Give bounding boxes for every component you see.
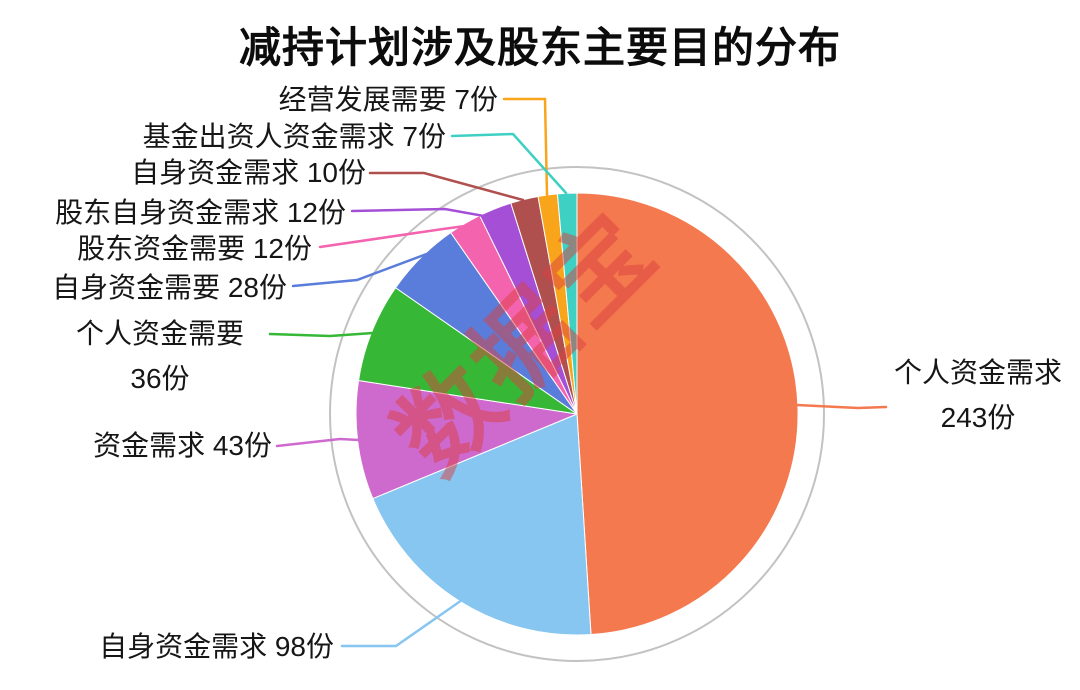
- slice-label-8-line-0: 经营发展需要 7份: [278, 83, 498, 115]
- slice-label-7-line-0: 自身资金需求 10份: [131, 156, 366, 188]
- leader-line-5: [318, 224, 467, 249]
- slice-label-5: 股东资金需要 12份: [77, 226, 312, 271]
- leader-line-6: [350, 207, 514, 223]
- slice-label-0-line-0: 个人资金需求: [893, 356, 1063, 388]
- leader-line-0: [795, 403, 888, 410]
- slice-label-4: 自身资金需要 28份: [52, 265, 287, 310]
- slice-label-9: 基金出资人资金需求 7份: [143, 114, 446, 159]
- slice-label-3-line-0: 个人资金需要: [75, 317, 245, 349]
- slice-label-1: 自身资金需求 98份: [99, 624, 334, 669]
- slice-label-2: 资金需求 43份: [93, 423, 272, 468]
- slice-label-1-line-0: 自身资金需求 98份: [99, 630, 334, 662]
- slice-label-4-line-0: 自身资金需要 28份: [52, 271, 287, 303]
- slice-label-0-line-1: 243份: [940, 401, 1016, 433]
- pie-slice-0: [576, 192, 799, 636]
- slice-label-5-line-0: 股东资金需要 12份: [77, 232, 312, 264]
- outer-ring: [329, 166, 825, 662]
- slice-label-0: 个人资金需求 243份: [894, 350, 1062, 440]
- leader-line-7: [368, 171, 525, 202]
- leader-line-4: [291, 250, 434, 288]
- slice-label-8: 经营发展需要 7份: [279, 77, 498, 122]
- leader-line-3: [268, 331, 375, 338]
- slice-label-9-line-0: 基金出资人资金需求 7份: [142, 120, 446, 152]
- slice-label-6: 股东自身资金需求 12份: [55, 190, 346, 235]
- slice-label-6-line-0: 股东自身资金需求 12份: [55, 196, 346, 228]
- leader-line-1: [340, 598, 464, 648]
- slice-label-3-line-1: 36份: [130, 362, 190, 394]
- leader-line-2: [275, 437, 361, 448]
- leader-line-8: [502, 97, 549, 197]
- slice-label-2-line-0: 资金需求 43份: [93, 429, 272, 461]
- chart-title: 减持计划涉及股东主要目的分布: [238, 24, 841, 71]
- slice-label-7: 自身资金需求 10份: [131, 150, 366, 195]
- leader-line-9: [450, 132, 568, 195]
- slice-label-3: 个人资金需要 36份: [76, 311, 244, 401]
